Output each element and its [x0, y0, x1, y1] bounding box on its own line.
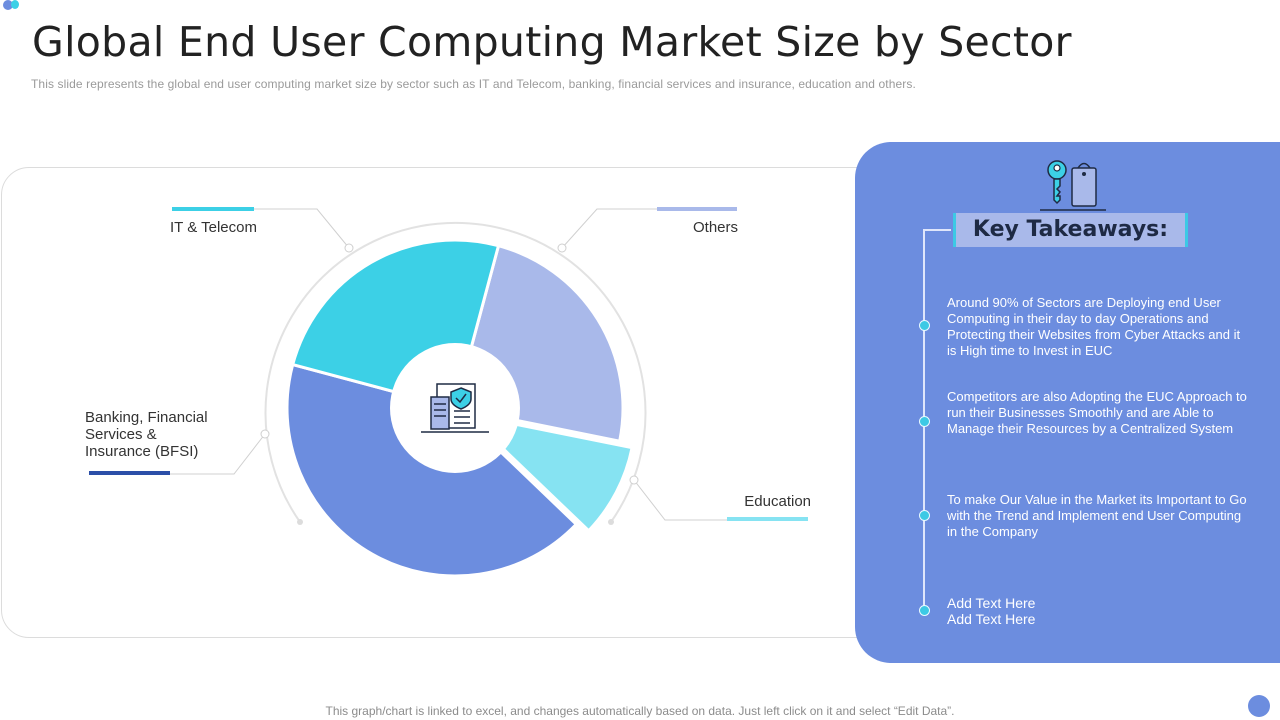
takeaway-item: Add Text Here Add Text Here [947, 595, 1036, 627]
corner-dot-bottom [1248, 695, 1270, 717]
key-tag-icon [1040, 160, 1106, 211]
timeline-dot [919, 605, 930, 616]
document-security-icon [421, 383, 489, 433]
timeline-connector [923, 229, 951, 231]
corner-dot-blue [3, 0, 13, 10]
timeline-dot [919, 320, 930, 331]
outer-ring [264, 221, 647, 525]
label-accent-bars [89, 207, 808, 521]
label-bfsi: Banking, Financial Services & Insurance … [85, 409, 212, 460]
page-subtitle: This slide represents the global end use… [31, 77, 916, 91]
timeline-dot [919, 510, 930, 521]
label-others: Others [693, 219, 738, 236]
footer-note: This graph/chart is linked to excel, and… [325, 704, 955, 718]
page-title: Global End User Computing Market Size by… [32, 18, 1072, 66]
pie-chart[interactable]: IT & Telecom Others Banking, Financial S… [2, 168, 894, 639]
timeline-dot [919, 416, 930, 427]
chart-panel: IT & Telecom Others Banking, Financial S… [1, 167, 893, 638]
leader-dots [260, 243, 639, 485]
label-it-telecom: IT & Telecom [170, 219, 257, 236]
takeaway-item: To make Our Value in the Market its Impo… [947, 492, 1247, 539]
pie-slice-banking-financial-services-insurance-bfsi[interactable] [285, 362, 579, 578]
corner-dot-cyan [11, 0, 19, 9]
takeaway-item: Competitors are also Adopting the EUC Ap… [947, 389, 1247, 436]
key-takeaways-title: Key Takeaways: [953, 213, 1188, 247]
takeaway-item: Around 90% of Sectors are Deploying end … [947, 295, 1241, 358]
label-education: Education [744, 493, 811, 510]
